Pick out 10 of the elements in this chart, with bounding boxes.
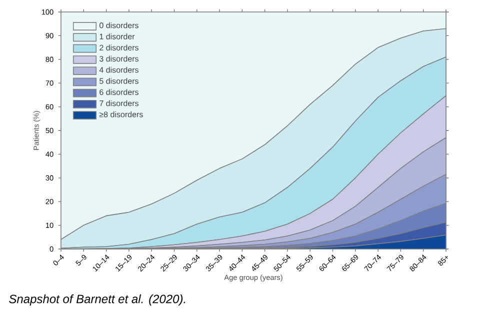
legend-label: ≥8 disorders	[99, 111, 143, 118]
legend-label: 2 disorders	[100, 44, 138, 50]
legend-label: 6 disorders	[100, 89, 138, 96]
legend-label: 5 disorders	[100, 78, 138, 84]
legend-label: 7 disorders	[100, 100, 138, 106]
legend-label: 1 disorder	[100, 33, 135, 40]
legend-label: 0 disorders	[100, 22, 138, 28]
legend-label: 4 disorders	[99, 66, 138, 73]
text: Snapshot of Barnett et al. (2020).	[9, 294, 186, 306]
legend-label: 3 disorders	[100, 56, 138, 62]
